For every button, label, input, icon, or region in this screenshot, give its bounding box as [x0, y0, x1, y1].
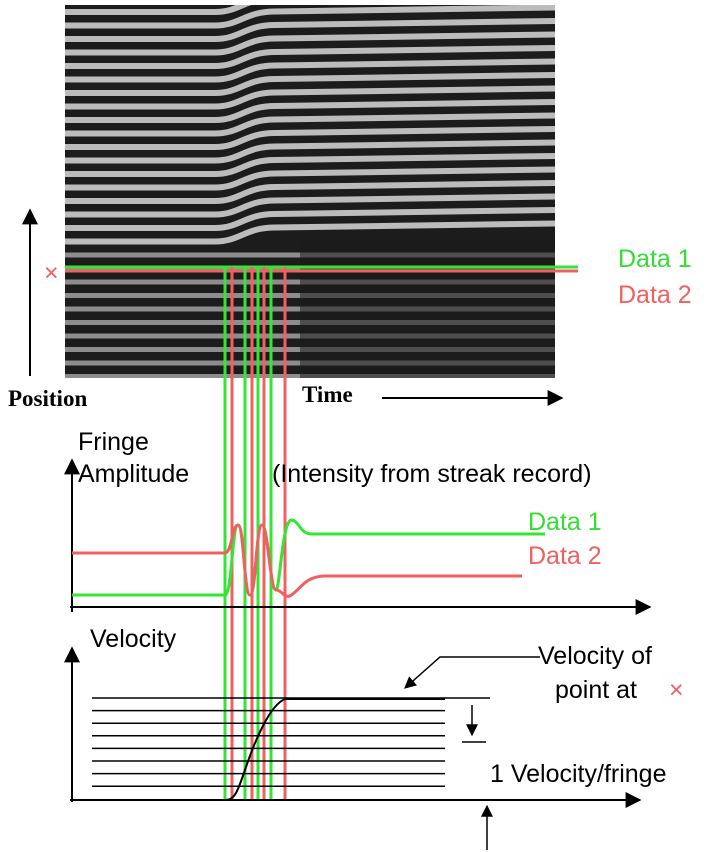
- label: Position: [8, 386, 87, 411]
- label: (Intensity from streak record): [272, 460, 592, 488]
- data2-curve: [72, 523, 522, 598]
- fringe: [65, 99, 555, 123]
- label: Amplitude: [78, 460, 189, 488]
- velocity-curve: [72, 698, 445, 801]
- marker: ×: [44, 259, 59, 287]
- fringe: [65, 220, 555, 245]
- label: Data 2: [618, 281, 692, 309]
- label: Data 2: [528, 542, 602, 570]
- label: 1 Velocity/fringe: [490, 760, 667, 788]
- fringe: [65, 45, 555, 69]
- label: Fringe: [78, 428, 149, 456]
- data1-curve: [72, 518, 545, 597]
- fringe: [65, 126, 555, 150]
- fringe: [65, 18, 555, 42]
- fringe: [65, 180, 555, 204]
- fringe: [65, 5, 252, 15]
- shade: [300, 240, 555, 378]
- fringe: [65, 153, 555, 177]
- label: point at: [555, 676, 637, 704]
- label: Velocity: [90, 625, 177, 653]
- fringe: [65, 193, 555, 218]
- fringe: [65, 85, 555, 110]
- callout: [404, 656, 540, 689]
- fringe: [65, 166, 555, 191]
- label: Data 1: [528, 508, 602, 536]
- marker: ×: [669, 676, 684, 704]
- fringe: [65, 31, 555, 56]
- label: Data 1: [618, 245, 692, 273]
- label: Time: [302, 382, 353, 407]
- fringe: [65, 58, 555, 83]
- fringe: [65, 112, 555, 137]
- fringes: [65, 5, 555, 378]
- label: Velocity of: [538, 642, 652, 670]
- fringe: [65, 5, 555, 29]
- velocity-levels: [92, 697, 490, 787]
- fringe: [65, 72, 555, 96]
- fringe: [65, 139, 555, 164]
- fringe: [65, 207, 555, 231]
